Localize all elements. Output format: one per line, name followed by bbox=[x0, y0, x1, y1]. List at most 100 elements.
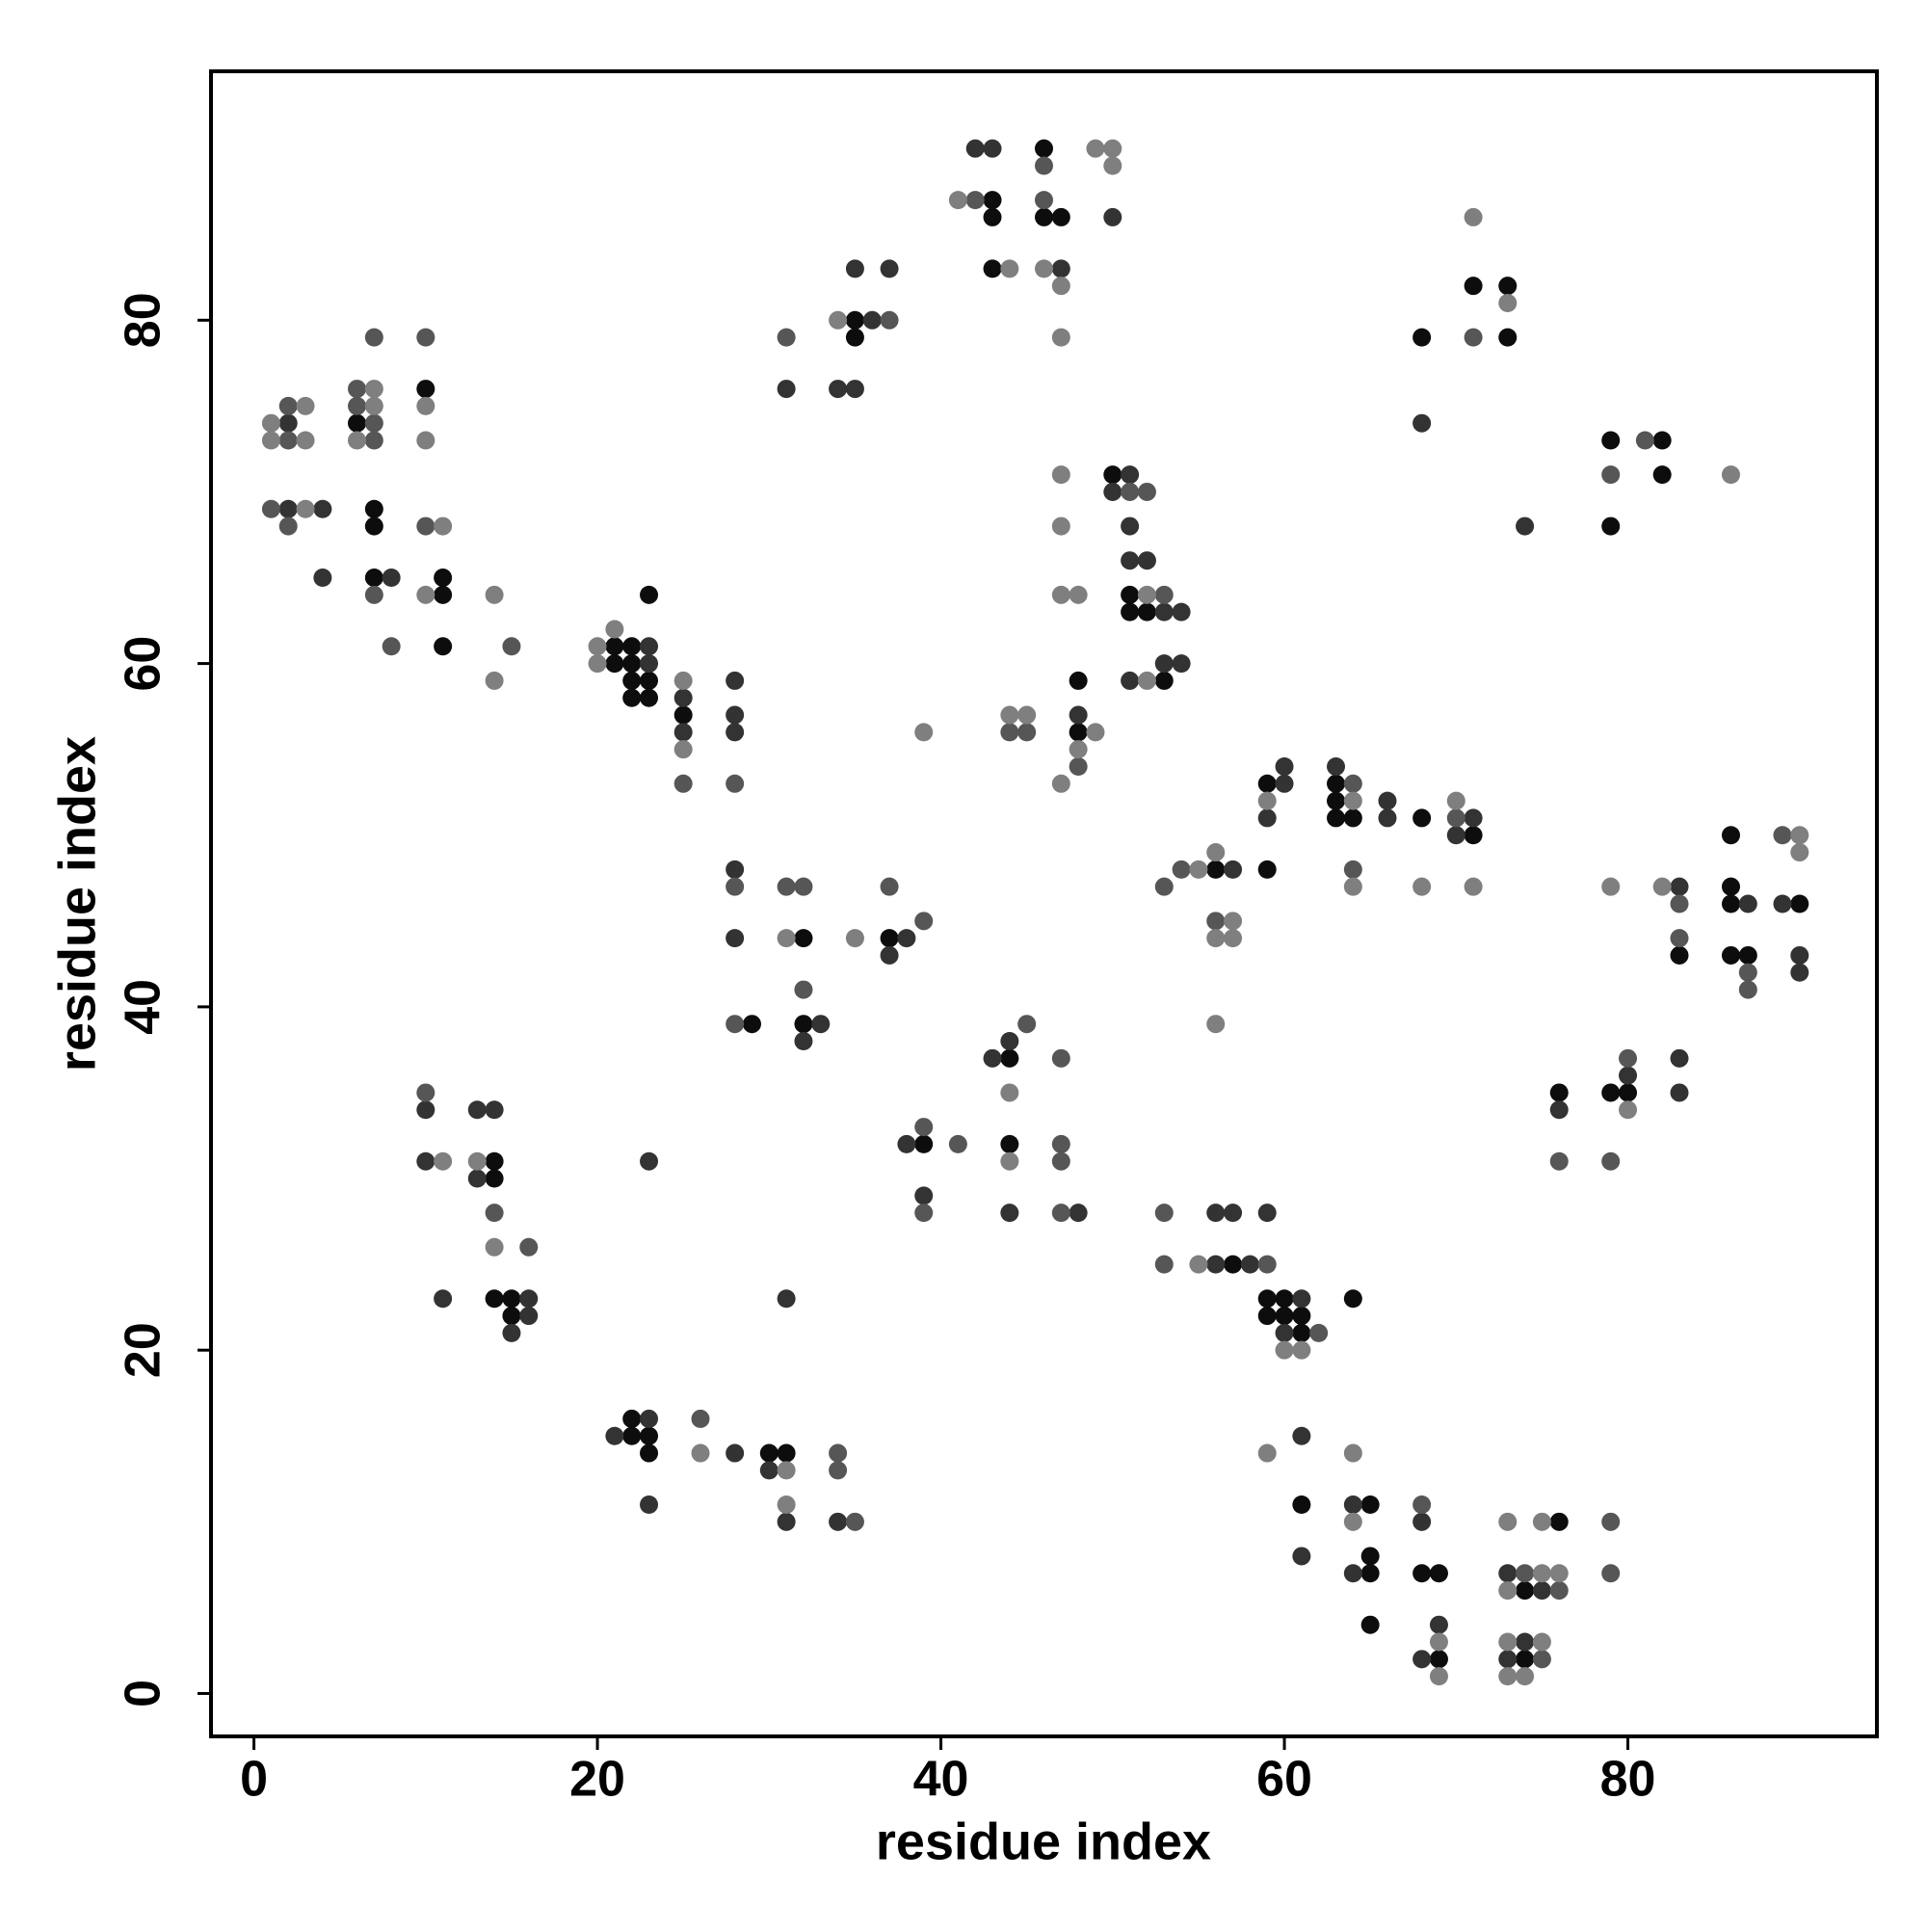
point bbox=[1464, 207, 1483, 226]
point bbox=[1670, 877, 1689, 896]
point bbox=[1224, 860, 1243, 879]
point bbox=[829, 310, 848, 330]
point bbox=[1516, 1564, 1535, 1583]
point bbox=[1051, 516, 1070, 536]
point bbox=[382, 637, 401, 656]
point bbox=[519, 1289, 539, 1309]
point bbox=[1000, 705, 1019, 725]
point bbox=[1035, 207, 1053, 226]
point bbox=[1086, 723, 1105, 742]
point bbox=[1601, 465, 1621, 485]
point bbox=[1051, 465, 1070, 485]
point bbox=[1103, 139, 1122, 158]
point bbox=[897, 929, 916, 948]
point bbox=[726, 877, 745, 896]
point bbox=[485, 1151, 504, 1171]
point bbox=[1154, 671, 1174, 690]
point bbox=[1137, 585, 1156, 604]
point bbox=[640, 637, 659, 656]
point bbox=[1412, 877, 1432, 896]
point bbox=[348, 380, 367, 399]
point bbox=[364, 585, 383, 604]
point bbox=[1532, 1564, 1551, 1583]
point bbox=[845, 259, 864, 278]
point bbox=[880, 945, 899, 965]
point bbox=[1601, 877, 1621, 896]
point bbox=[948, 191, 967, 210]
point bbox=[485, 1289, 504, 1309]
point bbox=[1017, 723, 1037, 742]
point bbox=[983, 207, 1002, 226]
point bbox=[1051, 328, 1070, 347]
point bbox=[1035, 191, 1053, 210]
point bbox=[605, 637, 624, 656]
point bbox=[1412, 1512, 1432, 1531]
point bbox=[1121, 482, 1140, 501]
point bbox=[673, 671, 693, 690]
y-tick-label: 60 bbox=[116, 636, 172, 692]
point bbox=[1412, 1564, 1432, 1583]
point bbox=[1343, 1564, 1362, 1583]
point bbox=[640, 688, 659, 707]
y-tick-label: 20 bbox=[116, 1322, 172, 1378]
point bbox=[416, 516, 436, 536]
point bbox=[1137, 671, 1156, 690]
point bbox=[1464, 277, 1483, 296]
point bbox=[1051, 585, 1070, 604]
point bbox=[1000, 1032, 1019, 1051]
point bbox=[1498, 1581, 1518, 1601]
point bbox=[1619, 1083, 1638, 1102]
point bbox=[1000, 1204, 1019, 1223]
point bbox=[1446, 826, 1465, 845]
point bbox=[485, 585, 504, 604]
point bbox=[1601, 1564, 1621, 1583]
point bbox=[348, 413, 367, 433]
point bbox=[1327, 791, 1346, 810]
point bbox=[1378, 808, 1397, 828]
point bbox=[1549, 1151, 1569, 1171]
point bbox=[829, 1512, 848, 1531]
point bbox=[845, 1512, 864, 1531]
point bbox=[640, 671, 659, 690]
point bbox=[1154, 1255, 1174, 1274]
point bbox=[1224, 1255, 1243, 1274]
point bbox=[502, 1307, 521, 1326]
point bbox=[1619, 1100, 1638, 1120]
point bbox=[364, 569, 383, 588]
point bbox=[726, 1015, 745, 1034]
point bbox=[416, 585, 436, 604]
point bbox=[1601, 431, 1621, 450]
point bbox=[777, 1512, 796, 1531]
point bbox=[1738, 894, 1757, 913]
point bbox=[1532, 1650, 1551, 1669]
point bbox=[1721, 826, 1740, 845]
point bbox=[1343, 1495, 1362, 1515]
point bbox=[726, 671, 745, 690]
point bbox=[1275, 774, 1294, 793]
point bbox=[1619, 1066, 1638, 1085]
point bbox=[485, 1100, 504, 1120]
point bbox=[1206, 843, 1226, 862]
point bbox=[673, 774, 693, 793]
point bbox=[1121, 671, 1140, 690]
point bbox=[1412, 328, 1432, 347]
point bbox=[777, 877, 796, 896]
point bbox=[914, 912, 934, 931]
point bbox=[416, 1083, 436, 1102]
point bbox=[640, 1443, 659, 1463]
point bbox=[1790, 894, 1809, 913]
point bbox=[364, 499, 383, 518]
point bbox=[1257, 808, 1277, 828]
point bbox=[1429, 1650, 1448, 1669]
point bbox=[726, 705, 745, 725]
point bbox=[1790, 826, 1809, 845]
point bbox=[1224, 929, 1243, 948]
point bbox=[794, 980, 813, 999]
point bbox=[1257, 774, 1277, 793]
point bbox=[313, 569, 332, 588]
point bbox=[485, 1169, 504, 1188]
point bbox=[794, 1015, 813, 1034]
point bbox=[1516, 516, 1535, 536]
